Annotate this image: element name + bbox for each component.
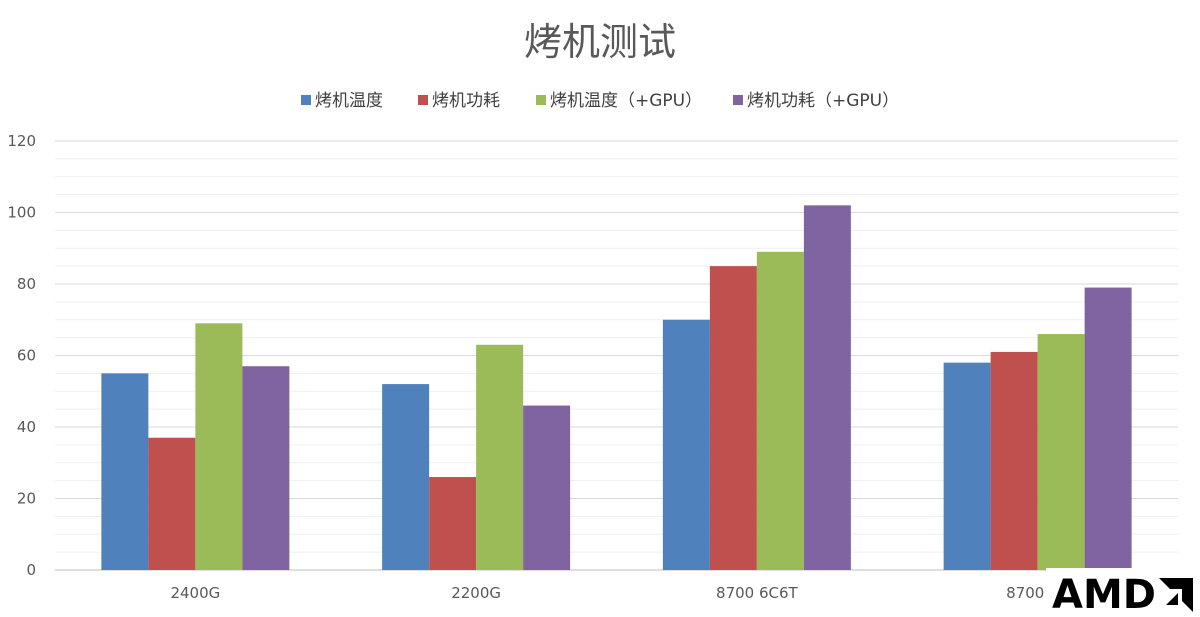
x-tick-label: 2200G [451,584,501,602]
bar [756,251,804,570]
legend-swatch [733,95,743,105]
amd-logo: AMD [1046,568,1200,617]
y-tick-label: 80 [17,275,36,293]
legend-label: 烤机功耗（+GPU） [747,91,899,111]
bar [1084,287,1132,570]
legend-swatch [418,95,428,105]
bar [803,205,851,570]
bar [382,384,430,570]
legend-label: 烤机功耗 [432,91,500,111]
y-tick-label: 60 [17,347,36,365]
y-axis: 0 20 40 60 80 100 120 [7,132,36,579]
bar [943,362,991,570]
bar [101,373,149,570]
chart-title: 烤机测试 [524,20,676,64]
bar [662,319,710,570]
bar [195,323,243,570]
legend-label: 烤机温度（+GPU） [550,91,702,111]
bar [1037,334,1085,570]
legend-swatch [301,95,311,105]
bar [476,344,524,570]
logo-text: AMD [1052,572,1156,617]
y-tick-label: 100 [7,204,36,222]
amd-arrow-icon [1159,578,1193,612]
bar [709,266,757,570]
legend-label: 烤机温度 [315,91,383,111]
bar [523,405,571,570]
y-tick-label: 0 [26,561,36,579]
bars [101,205,1132,570]
legend-swatch [536,95,546,105]
y-tick-label: 40 [17,418,36,436]
y-tick-label: 20 [17,490,36,508]
x-axis: 2400G 2200G 8700 6C6T 8700 4C [170,584,1069,602]
bar [148,437,196,570]
bar [242,366,290,570]
y-tick-label: 120 [7,132,36,150]
x-tick-label: 2400G [170,584,220,602]
bar [429,477,477,570]
logo-backdrop [1046,568,1200,617]
x-tick-label: 8700 6C6T [716,584,799,602]
legend: 烤机温度 烤机功耗 烤机温度（+GPU） 烤机功耗（+GPU） [301,91,899,111]
bar [990,351,1038,570]
